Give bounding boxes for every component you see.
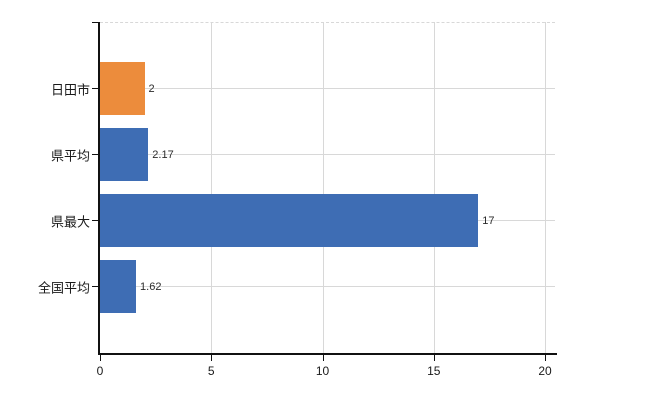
x-axis-line (98, 353, 557, 355)
category-label: 全国平均 (37, 280, 90, 296)
h-gridline (100, 286, 555, 287)
x-tick (211, 355, 213, 361)
value-label: 2.17 (152, 149, 174, 161)
y-tick (92, 220, 98, 221)
v-gridline (433, 22, 435, 353)
x-tick (322, 355, 324, 361)
x-tick-label: 0 (96, 364, 104, 378)
value-label: 17 (482, 215, 495, 227)
bar-県平均 (100, 127, 149, 181)
h-gridline (100, 88, 555, 89)
x-tick-label: 5 (207, 364, 215, 378)
y-tick (92, 286, 98, 287)
y-axis-line (98, 22, 100, 355)
y-tick (92, 154, 98, 155)
x-tick-label: 20 (538, 364, 552, 378)
x-tick (545, 355, 546, 361)
v-gridline (322, 22, 324, 353)
x-tick-label: 15 (427, 364, 441, 378)
x-tick-label: 10 (315, 364, 330, 378)
x-tick (100, 355, 101, 361)
v-gridline (545, 22, 546, 353)
value-label: 2 (148, 83, 155, 95)
category-label: 県最大 (50, 214, 90, 230)
x-tick (433, 355, 435, 361)
bar-県最大 (100, 193, 479, 247)
bar-日田市 (100, 61, 145, 115)
h-gridline (100, 154, 555, 155)
v-gridline (211, 22, 213, 353)
y-axis-top-tick (92, 22, 98, 23)
category-label: 県平均 (50, 148, 90, 164)
value-label: 1.62 (140, 281, 162, 293)
category-label: 日田市 (50, 82, 90, 98)
bar-全国平均 (100, 259, 137, 313)
y-tick (92, 88, 98, 89)
plot-top-border (100, 22, 555, 23)
